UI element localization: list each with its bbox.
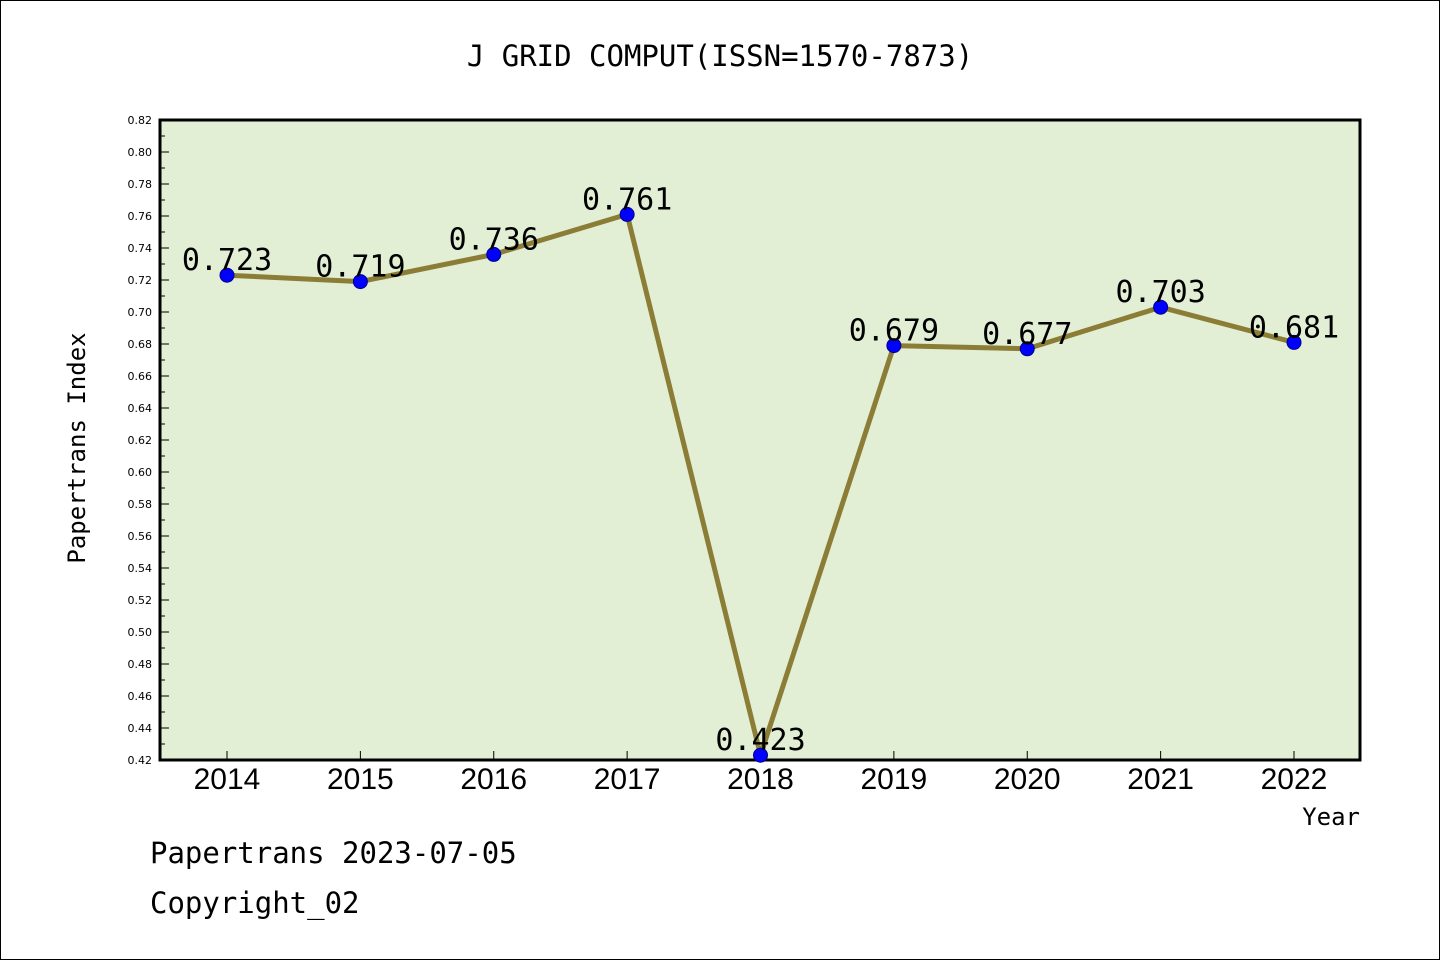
x-axis-label: Year [1302,803,1360,831]
data-point [1286,334,1302,350]
data-point [1153,299,1169,315]
y-tick-label: 0.76 [128,210,153,223]
y-axis-label: Papertrans Index [63,332,91,563]
x-tick-label: 2021 [1127,763,1194,796]
series-markers [219,206,1302,763]
footer-copyright: Copyright_02 [150,886,360,920]
data-label: 0.677 [982,317,1072,352]
data-point [352,274,368,290]
y-tick-label: 0.66 [128,370,153,383]
y-tick-label: 0.70 [128,306,153,319]
x-axis: 2014 2015 2016 2017 2018 2019 2020 2021 2022 [194,751,1328,796]
y-tick-label: 0.62 [128,434,153,447]
data-label: 0.681 [1249,310,1339,345]
x-tick-label: 2017 [594,763,661,796]
x-tick-label: 2020 [994,763,1061,796]
data-label: 0.723 [182,243,272,278]
data-label: 0.736 [449,222,539,257]
y-tick-label: 0.44 [128,722,153,735]
data-label: 0.703 [1115,275,1205,310]
chart-title: J GRID COMPUT(ISSN=1570-7873) [467,39,973,73]
data-point [219,267,235,283]
data-point [486,246,502,262]
y-tick-label: 0.60 [128,466,153,479]
data-point [1019,341,1035,357]
y-tick-label: 0.58 [128,498,153,511]
data-point [753,747,768,763]
y-tick-label: 0.52 [128,594,153,607]
x-tick-label: 2019 [861,763,928,796]
x-tick-label: 2015 [327,763,394,796]
data-point [619,206,635,222]
y-tick-label: 0.64 [128,402,153,415]
y-tick-label: 0.46 [128,690,153,703]
y-axis: 0.42 0.44 0.46 0.48 0.50 0.52 0.54 0.56 0.58 0.60… [128,114,169,767]
x-tick-label: 2022 [1261,763,1328,796]
data-label: 0.761 [582,182,672,217]
data-point [886,338,902,354]
y-tick-label: 0.82 [128,114,153,127]
x-tick-label: 2014 [194,763,261,796]
x-tick-label: 2018 [727,763,794,796]
y-tick-label: 0.72 [128,274,153,287]
y-tick-label: 0.48 [128,658,153,671]
plot-area [158,118,1362,762]
data-labels: 0.723 0.719 0.736 0.761 0.423 0.679 0.677 0.703… [182,182,1339,758]
data-label: 0.719 [315,250,405,285]
y-tick-label: 0.74 [128,242,153,255]
y-tick-label: 0.80 [128,146,153,159]
x-tick-label: 2016 [460,763,527,796]
y-tick-label: 0.42 [128,754,153,767]
y-tick-label: 0.50 [128,626,153,639]
y-tick-label: 0.54 [128,562,153,575]
data-label: 0.679 [849,314,939,349]
footer-date: Papertrans 2023-07-05 [150,836,517,870]
data-label: 0.423 [715,723,805,758]
y-tick-label: 0.68 [128,338,153,351]
y-tick-label: 0.56 [128,530,153,543]
y-tick-label: 0.78 [128,178,153,191]
